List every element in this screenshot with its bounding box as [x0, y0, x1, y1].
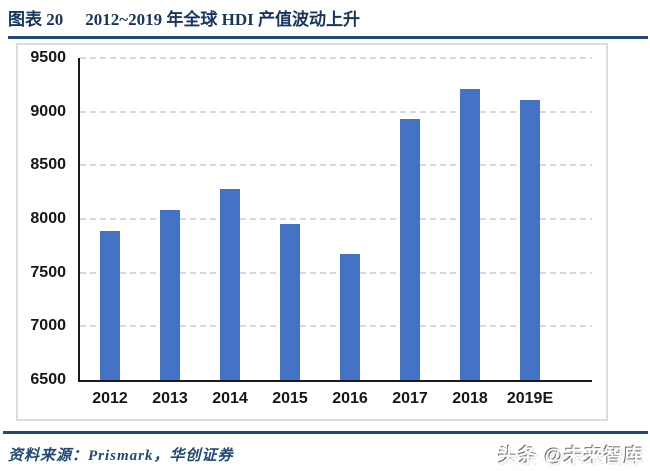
data-source-note: 资料来源：Prismark，华创证券 [8, 448, 234, 464]
x-tick-label-2017: 2017 [392, 390, 428, 407]
y-tick-label-7500: 7500 [30, 263, 66, 281]
gridline-8000 [80, 218, 592, 220]
y-tick-label-8500: 8500 [30, 156, 66, 174]
bar-2018 [460, 89, 480, 380]
footer-divider-line [3, 431, 648, 434]
bar-2016 [340, 254, 360, 380]
watermark-text: 头条 @未来智库 [498, 446, 644, 467]
y-tick-label-7000: 7000 [30, 317, 66, 335]
figure-title-text: 2012~2019 年全球 HDI 产值波动上升 [85, 10, 360, 29]
y-axis-line [78, 58, 80, 380]
gridline-9000 [80, 110, 592, 113]
bar-2015 [280, 224, 300, 380]
x-tick-label-2019E: 2019E [506, 390, 554, 407]
bar-2012 [100, 230, 120, 380]
bar-2014 [220, 188, 240, 380]
x-axis-line [78, 380, 592, 382]
y-tick-label-9500: 9500 [30, 49, 66, 66]
y-tick-label-9000: 9000 [30, 102, 66, 120]
bar-2019E [520, 99, 540, 380]
bar-2013 [160, 210, 180, 380]
chart-frame: 6500 7000 7500 8000 8500 9000 9500 2012 2013 2014… [16, 43, 608, 421]
x-tick-label-2014: 2014 [212, 390, 248, 407]
title-divider-line [8, 36, 648, 39]
x-tick-label-2013: 2013 [152, 390, 188, 407]
gridline-8500 [80, 164, 592, 167]
y-tick-label-8000: 8000 [30, 210, 66, 227]
x-tick-label-2012: 2012 [92, 390, 128, 407]
x-tick-label-2015: 2015 [272, 390, 308, 407]
x-tick-label-2018: 2018 [452, 390, 488, 407]
figure-number: 图表 20 [8, 10, 64, 29]
figure-title: 图表 20 2012~2019 年全球 HDI 产值波动上升 [8, 5, 360, 30]
bar-2017 [400, 119, 420, 380]
gridline-7500 [80, 271, 592, 274]
x-tick-label-2016: 2016 [332, 390, 368, 407]
gridline-9500 [80, 57, 592, 59]
y-tick-label-6500: 6500 [30, 371, 66, 388]
gridline-7000 [80, 325, 592, 328]
